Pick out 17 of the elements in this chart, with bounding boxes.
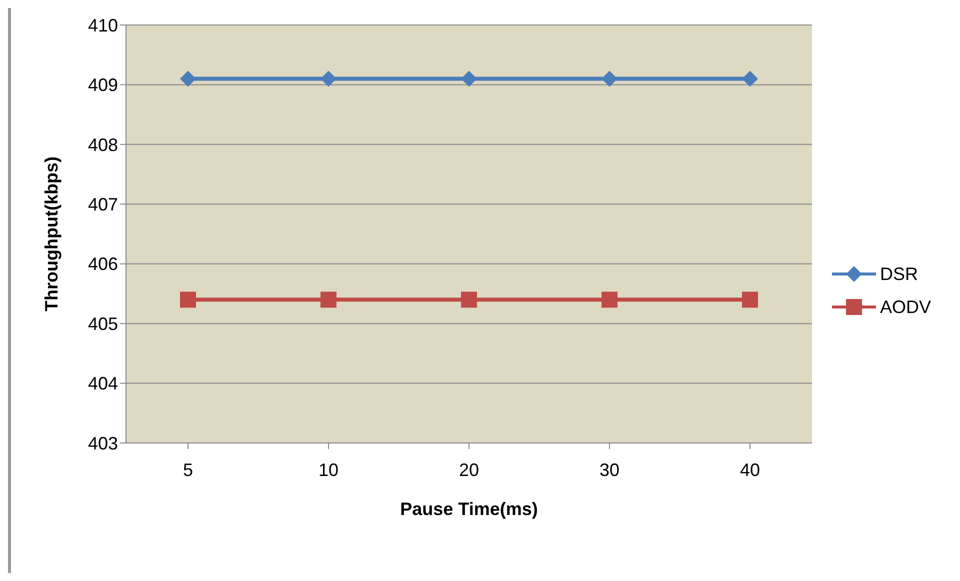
y-tick-label: 403 bbox=[88, 433, 118, 454]
y-tick-label: 410 bbox=[88, 15, 118, 36]
x-tick-label: 40 bbox=[740, 460, 760, 480]
x-tick-label: 20 bbox=[458, 460, 480, 480]
y-tick-label: 409 bbox=[88, 75, 118, 96]
x-tick-label: 30 bbox=[599, 460, 620, 480]
y-tick-label: 406 bbox=[88, 254, 118, 274]
y-tick-label: 404 bbox=[88, 374, 118, 394]
legend-label: DSR bbox=[880, 264, 918, 284]
x-axis-title: Pause Time(ms) bbox=[400, 499, 538, 519]
y-tick-label: 407 bbox=[88, 194, 118, 215]
y-axis-title: Throughput(kbps) bbox=[41, 156, 62, 312]
x-tick-label: 5 bbox=[182, 460, 194, 480]
y-tick-label: 405 bbox=[88, 314, 118, 334]
x-tick-label: 10 bbox=[318, 460, 339, 480]
y-tick-label: 408 bbox=[88, 134, 118, 155]
legend-label: AODV bbox=[880, 296, 931, 318]
